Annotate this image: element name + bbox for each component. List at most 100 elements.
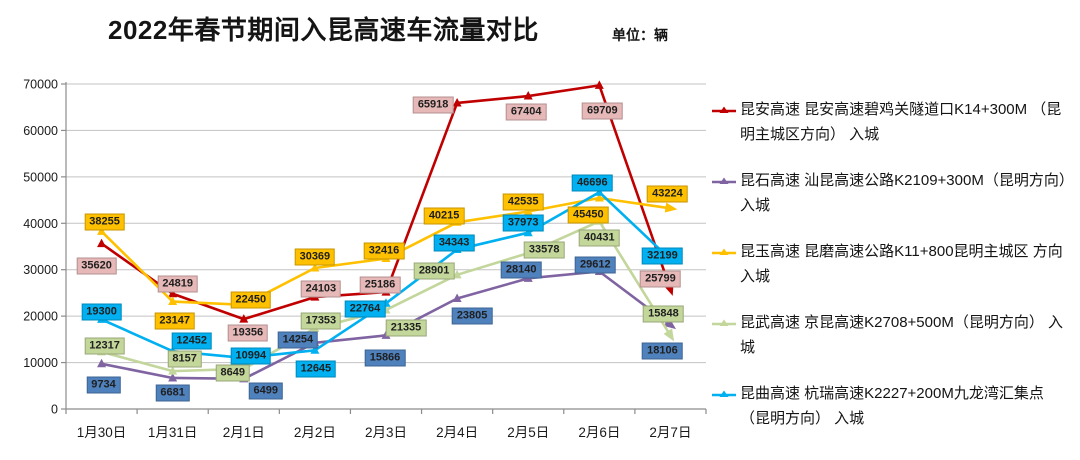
data-label: 8157 <box>167 350 202 368</box>
y-tick-label: 60000 <box>23 124 58 138</box>
data-label: 46696 <box>572 174 613 192</box>
y-tick-label: 50000 <box>23 170 58 184</box>
legend: 昆安高速 昆安高速碧鸡关隧道口K14+300M （昆明主城区方向） 入城 昆石高速… <box>712 97 1074 431</box>
legend-line-marker-icon <box>712 319 736 326</box>
data-label: 42535 <box>502 193 544 211</box>
series-marker <box>523 206 533 216</box>
legend-item-昆安高速: 昆安高速 昆安高速碧鸡关隧道口K14+300M （昆明主城区方向） 入城 <box>712 97 1074 147</box>
series-marker <box>310 263 320 272</box>
data-label: 38255 <box>84 213 125 231</box>
legend-label: 昆安高速 昆安高速碧鸡关隧道口K14+300M （昆明主城区方向） 入城 <box>740 101 1062 143</box>
series-end-arrow <box>663 317 677 330</box>
legend-item-昆曲高速: 昆曲高速 杭瑞高速K2227+200M九龙湾汇集点 （昆明方向） 入城 <box>712 381 1074 431</box>
legend-label: 昆石高速 汕昆高速公路K2109+300M（昆明方向） 入城 <box>740 172 1074 214</box>
series-marker <box>452 293 462 302</box>
data-label: 25186 <box>359 276 401 294</box>
legend-line-marker-icon <box>712 248 736 255</box>
series-marker <box>594 80 604 89</box>
series-marker <box>168 296 178 306</box>
x-tick-label: 2月4日 <box>436 425 478 440</box>
data-label: 28140 <box>500 261 542 279</box>
unit-label: 单位：辆 <box>612 27 668 43</box>
data-label: 40431 <box>579 229 620 247</box>
data-label: 12317 <box>84 337 125 355</box>
series-marker <box>452 97 462 107</box>
series-marker <box>523 91 533 100</box>
data-labels-layer: 35620 24819 19356 24103 25186 65918 67404 69709… <box>76 96 688 402</box>
data-label: 23805 <box>451 307 493 325</box>
data-label: 45450 <box>568 206 609 224</box>
data-label: 37973 <box>502 214 544 232</box>
y-tick-label: 30000 <box>23 263 58 277</box>
series-marker <box>594 192 604 202</box>
legend-line-marker-icon <box>712 106 736 113</box>
data-label: 18106 <box>642 342 683 360</box>
x-tick-label: 2月1日 <box>223 425 265 440</box>
series-marker <box>168 288 178 298</box>
data-label: 40215 <box>423 207 465 225</box>
data-label: 23147 <box>154 312 195 330</box>
x-tick-label: 2月7日 <box>649 425 691 440</box>
data-label: 32416 <box>363 242 405 260</box>
x-tick-label: 1月31日 <box>148 425 198 440</box>
legend-item-昆武高速: 昆武高速 京昆高速K2708+500M（昆明方向） 入城 <box>712 310 1074 360</box>
data-label: 30369 <box>294 248 336 266</box>
series-marker <box>239 314 249 323</box>
y-tick-label: 70000 <box>23 78 58 92</box>
data-label: 9734 <box>86 376 121 394</box>
legend-label: 昆曲高速 杭瑞高速K2227+200M九龙湾汇集点 （昆明方向） 入城 <box>740 385 1044 427</box>
data-label: 35620 <box>76 257 117 275</box>
series-marker <box>168 366 178 375</box>
legend-item-昆玉高速: 昆玉高速 昆磨高速公路K11+800昆明主城区 方向 入城 <box>712 239 1074 289</box>
data-label: 28901 <box>413 262 455 280</box>
data-label: 6499 <box>248 382 284 400</box>
data-label: 67404 <box>505 103 547 121</box>
data-label: 22450 <box>230 291 272 309</box>
data-label: 12645 <box>295 360 337 378</box>
x-tick-label: 1月30日 <box>77 425 127 440</box>
y-tick-label: 0 <box>51 403 58 417</box>
legend-label: 昆玉高速 昆磨高速公路K11+800昆明主城区 方向 入城 <box>740 243 1063 285</box>
series-marker <box>523 227 533 237</box>
x-tick-label: 2月2日 <box>294 425 336 440</box>
data-label: 24819 <box>157 275 198 293</box>
data-label: 8649 <box>215 364 251 382</box>
data-label: 29612 <box>575 256 616 274</box>
data-label: 19356 <box>227 324 269 342</box>
data-label: 34343 <box>433 234 475 252</box>
data-label: 15848 <box>643 305 684 323</box>
x-tick-label: 2月6日 <box>578 425 620 440</box>
x-tick-label: 2月5日 <box>507 425 549 440</box>
chart-title: 2022年春节期间入昆高速车流量对比 <box>108 15 539 45</box>
legend-line-marker-icon <box>712 390 736 397</box>
data-label: 33578 <box>523 241 565 259</box>
data-label: 43224 <box>647 185 688 203</box>
y-tick-label: 40000 <box>23 217 58 231</box>
data-label: 22764 <box>344 300 386 318</box>
series-end-arrow <box>663 328 675 342</box>
y-tick-label: 20000 <box>23 310 58 324</box>
data-label: 19300 <box>81 303 122 321</box>
data-label: 15866 <box>364 349 406 367</box>
data-label: 69709 <box>582 102 623 120</box>
data-label: 14254 <box>277 331 319 349</box>
series-marker <box>97 358 107 368</box>
data-label: 10994 <box>230 347 272 365</box>
x-tick-label: 2月3日 <box>365 425 407 440</box>
series-marker <box>452 269 462 279</box>
data-label: 17353 <box>300 312 342 330</box>
data-label: 6681 <box>155 384 190 402</box>
data-label: 25799 <box>640 270 681 288</box>
data-label: 24103 <box>300 280 342 298</box>
series-marker <box>168 372 178 382</box>
series-end-arrow <box>664 202 678 213</box>
legend-line-marker-icon <box>712 177 736 184</box>
legend-label: 昆武高速 京昆高速K2708+500M（昆明方向） 入城 <box>740 314 1063 356</box>
data-label: 32199 <box>642 247 683 264</box>
data-label: 12452 <box>171 332 212 350</box>
series-marker <box>97 238 107 248</box>
data-label: 65918 <box>412 96 454 114</box>
series-marker <box>310 345 320 354</box>
y-tick-label: 10000 <box>23 356 58 370</box>
